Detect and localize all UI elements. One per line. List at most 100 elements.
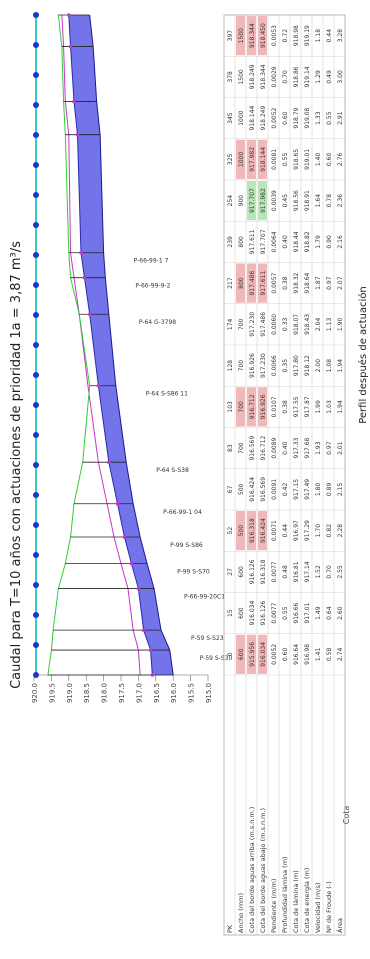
table-cell: 27 <box>227 568 234 576</box>
table-cell: 1.18 <box>315 29 322 43</box>
table-row-label: Nº de Froude (-) <box>325 881 333 933</box>
table-cell: 378 <box>227 71 234 83</box>
table-highlight <box>247 139 256 179</box>
band-marker <box>33 282 39 288</box>
table-cell: 1.40 <box>315 153 322 167</box>
table-row-label: PK <box>226 924 234 933</box>
band-marker <box>33 102 39 108</box>
table-cell: 916.66 <box>293 602 300 623</box>
table-cell: 0.55 <box>282 606 289 620</box>
table-cell: 1.79 <box>315 235 322 249</box>
table-cell: 174 <box>227 318 234 330</box>
table-highlight <box>247 387 256 427</box>
table-cell: 0.64 <box>326 606 333 620</box>
table-cell: 700 <box>238 360 245 372</box>
band-marker <box>33 72 39 78</box>
table-cell: 128 <box>227 360 234 372</box>
table-cell: 1.41 <box>315 648 322 662</box>
table-cell: 1.99 <box>315 400 322 414</box>
table-cell: 83 <box>227 444 234 452</box>
table-cell: 917.33 <box>293 437 300 458</box>
table-cell: 3.28 <box>337 29 344 43</box>
table-cell: 916.318 <box>260 559 267 584</box>
table-cell: 916.926 <box>249 353 256 378</box>
table-cell: 0.48 <box>282 565 289 579</box>
band-marker <box>33 222 39 228</box>
table-cell: 1.29 <box>315 70 322 84</box>
table-cell: 239 <box>227 236 234 248</box>
table-cell: 917.707 <box>249 188 256 213</box>
bed-line <box>89 14 174 676</box>
table-cell: 0.40 <box>282 441 289 455</box>
band-marker <box>33 372 39 378</box>
table-cell: 918.249 <box>260 106 267 131</box>
table-cell: 918.56 <box>293 190 300 211</box>
table-highlight <box>236 263 245 303</box>
table-cell: 0 <box>227 652 234 656</box>
table-cell: 2.91 <box>337 111 344 125</box>
table-cell: 1.80 <box>315 483 322 497</box>
table-highlight <box>247 263 256 303</box>
water-point <box>75 132 80 137</box>
table-cell: 916.126 <box>260 601 267 626</box>
data-table: PK Ancho (mm) Cota del borde aguas arriba … <box>223 14 346 936</box>
table-cell: 917.49 <box>304 479 311 500</box>
table-highlight <box>236 16 245 56</box>
table-highlight <box>258 139 267 179</box>
band-marker <box>33 252 39 258</box>
water-point <box>107 460 111 465</box>
water-line <box>68 14 153 676</box>
table-cell: 0.0071 <box>271 520 278 541</box>
band-marker <box>33 162 39 168</box>
y-tick-label: 915.5 <box>188 683 196 703</box>
table-row-label: Área <box>335 918 344 933</box>
table-cell: 0.0089 <box>271 437 278 458</box>
table-cell: 0.42 <box>282 483 289 497</box>
table-highlight <box>258 387 267 427</box>
table-cell: 0.0060 <box>271 314 278 335</box>
table-cell: 916.569 <box>260 477 267 502</box>
table-cell: 917.29 <box>304 520 311 541</box>
table-cell: 2.01 <box>337 441 344 455</box>
table-cell: 0.55 <box>326 111 333 125</box>
table-cell: 800 <box>238 236 245 248</box>
table-cell: 917.68 <box>304 437 311 458</box>
band-marker <box>33 582 39 588</box>
table-cell: 0.0029 <box>271 66 278 87</box>
table-cell: 917.01 <box>304 602 311 623</box>
table-cell: 600 <box>238 566 245 578</box>
table-cell: 917.230 <box>260 353 267 378</box>
table-cell: 900 <box>238 195 245 207</box>
band-marker <box>33 42 39 48</box>
band-marker <box>33 672 39 678</box>
annotation-label: P-59 S-S23 <box>191 635 224 642</box>
table-cell: 1.87 <box>315 276 322 290</box>
table-cell: 917.15 <box>293 479 300 500</box>
table-cell: 917.80 <box>293 355 300 376</box>
band-marker <box>33 192 39 198</box>
table-cell: 0.60 <box>282 648 289 662</box>
table-highlight <box>258 511 267 551</box>
chart-title: Caudal para T=10 años con actuaciones de… <box>9 241 24 689</box>
annotation-label: P-64 G-3798 <box>139 319 176 326</box>
table-cell: 1.13 <box>326 318 333 332</box>
table-cell: 917.230 <box>249 312 256 337</box>
table-cell: 0.0052 <box>271 644 278 665</box>
table-cell: 1.33 <box>315 111 322 125</box>
table-cell: 918.43 <box>304 314 311 335</box>
band-marker <box>33 132 39 138</box>
table-cell: 0.33 <box>282 318 289 332</box>
table-cell: 916.97 <box>293 520 300 541</box>
band-marker <box>33 342 39 348</box>
table-cell: 2.74 <box>337 648 344 662</box>
table-cell: 52 <box>227 527 234 535</box>
table-cell: 916.712 <box>260 436 267 461</box>
table-cell: 917.87 <box>304 396 311 417</box>
table-cell: 15 <box>227 609 234 617</box>
water-point <box>79 250 83 255</box>
water-point <box>148 648 153 652</box>
table-cell: 918.91 <box>304 190 311 211</box>
water-area <box>68 15 174 675</box>
band-marker <box>33 492 39 498</box>
